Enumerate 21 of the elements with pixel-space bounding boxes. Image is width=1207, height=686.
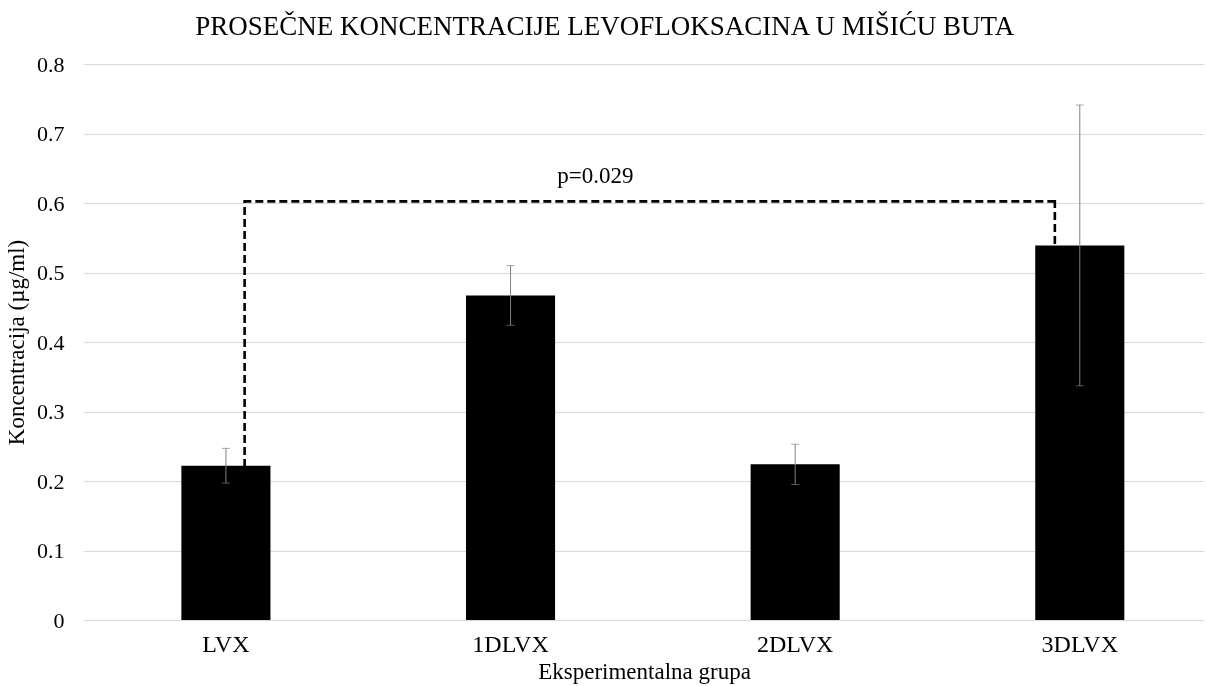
x-tick-label: 3DLVX	[1041, 630, 1119, 657]
bar	[750, 464, 840, 620]
y-tick-label: 0.4	[37, 329, 65, 355]
y-tick-label: 0.6	[37, 190, 65, 216]
bar	[181, 465, 271, 620]
x-tick-label: LVX	[202, 630, 250, 657]
bar	[1035, 245, 1125, 620]
x-tick-label: 1DLVX	[472, 630, 549, 657]
bar	[466, 295, 556, 620]
x-tick-label: 2DLVX	[756, 630, 834, 657]
y-tick-label: 0.5	[37, 260, 65, 285]
x-axis-title: Eksperimentalna grupa	[538, 658, 751, 684]
y-tick-label: 0	[53, 607, 65, 633]
y-tick-label: 0.7	[37, 121, 65, 146]
y-axis-title: Koncentracija (µg/ml)	[4, 239, 29, 446]
chart-title: PROSEČNE KONCENTRACIJE LEVOFLOKSACINA U MIŠIĆU BUTA	[195, 11, 1015, 41]
y-tick-label: 0.8	[37, 51, 65, 77]
annotation: p=0.029	[557, 163, 634, 189]
y-tick-label: 0.1	[37, 538, 65, 563]
y-tick-label: 0.3	[37, 399, 65, 424]
y-tick-label: 0.2	[37, 468, 65, 494]
